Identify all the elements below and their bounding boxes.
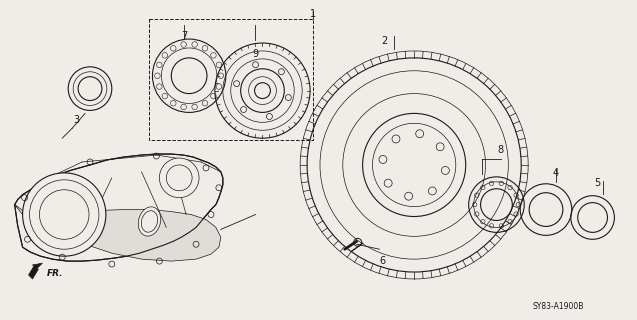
Text: 9: 9	[252, 49, 259, 59]
Text: 8: 8	[497, 145, 503, 155]
Circle shape	[22, 173, 106, 256]
Bar	[150, 19, 313, 140]
Text: 6: 6	[380, 256, 385, 266]
Text: 2: 2	[382, 36, 387, 46]
Polygon shape	[15, 154, 223, 261]
Polygon shape	[15, 204, 221, 261]
Circle shape	[159, 158, 199, 198]
Text: FR.: FR.	[47, 268, 63, 277]
Text: 7: 7	[181, 31, 187, 41]
Text: 5: 5	[594, 178, 601, 188]
Text: 3: 3	[73, 116, 79, 125]
Polygon shape	[29, 263, 43, 279]
Text: 1: 1	[310, 9, 316, 19]
Text: 4: 4	[553, 168, 559, 178]
Text: SY83-A1900B: SY83-A1900B	[533, 302, 583, 311]
Ellipse shape	[138, 207, 161, 236]
